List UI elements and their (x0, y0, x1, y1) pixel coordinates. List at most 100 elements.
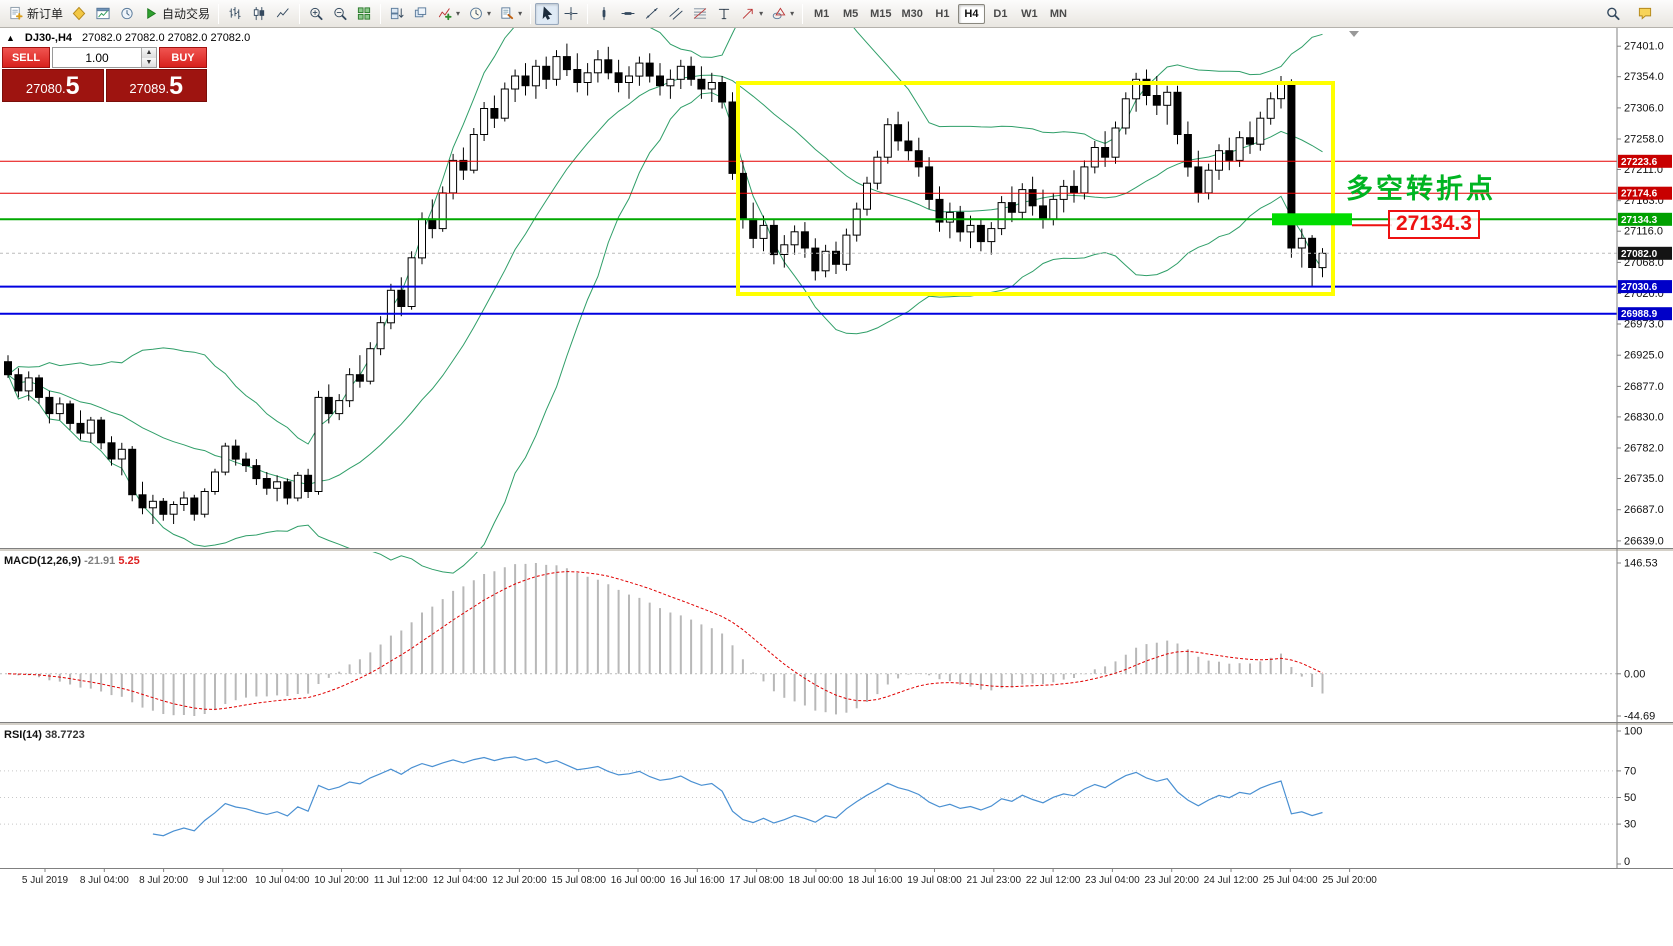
buy-price-main: 27089. (129, 81, 170, 96)
buy-button[interactable]: BUY (159, 47, 207, 68)
chevron-down-icon: ▾ (456, 9, 461, 18)
level-highlight-bar[interactable] (1272, 213, 1352, 226)
tile-windows-button[interactable] (352, 3, 376, 25)
cursor-button[interactable] (535, 2, 560, 25)
svg-text:21 Jul 23:00: 21 Jul 23:00 (967, 875, 1022, 886)
fibonacci-button[interactable] (688, 3, 712, 25)
sell-button[interactable]: SELL (2, 47, 50, 68)
timeframe-m1-button[interactable]: M1 (813, 7, 830, 20)
community-icon (1637, 6, 1653, 21)
text-label-button[interactable] (712, 3, 736, 25)
svg-text:0: 0 (1624, 856, 1630, 868)
svg-text:12 Jul 20:00: 12 Jul 20:00 (492, 875, 547, 886)
timeframe-m15-button[interactable]: M15 (870, 7, 892, 20)
symbol-period-label: DJ30-,H4 (24, 32, 72, 44)
chart-annotations[interactable] (736, 31, 1392, 296)
channel-icon (668, 6, 684, 21)
new-order-icon (8, 6, 24, 21)
turning-point-annotation[interactable]: 多空转折点 (1346, 174, 1496, 204)
trendline-button[interactable] (640, 3, 664, 25)
svg-text:22 Jul 12:00: 22 Jul 12:00 (1026, 875, 1081, 886)
chart-window-button[interactable] (91, 3, 115, 25)
volume-decrease-button[interactable]: ▼ (141, 57, 156, 67)
shapes-button[interactable]: ▾ (767, 3, 798, 25)
candle-chart-icon (251, 6, 267, 21)
line-chart-icon (275, 6, 291, 21)
templates-button[interactable]: ▾ (495, 3, 526, 25)
candle-chart-button[interactable] (247, 3, 271, 25)
macd-label: MACD(12,26,9) -21.91 5.25 (4, 555, 140, 567)
profiles-button[interactable] (67, 3, 91, 25)
indicators-button[interactable]: ▾ (433, 3, 464, 25)
svg-text:18 Jul 16:00: 18 Jul 16:00 (848, 875, 903, 886)
new-order-label: 新订单 (27, 7, 64, 21)
crosshair-button[interactable] (559, 3, 583, 25)
svg-text:10 Jul 20:00: 10 Jul 20:00 (314, 875, 369, 886)
sell-price-big-digit: 5 (65, 72, 80, 100)
autotrading-icon (143, 6, 159, 21)
price-scale[interactable]: 27401.027354.027306.027258.027211.027163… (1616, 28, 1664, 868)
timeframe-w1-button[interactable]: W1 (1021, 7, 1038, 20)
price-callout-label[interactable]: 27134.3 (1388, 210, 1480, 239)
timeframe-mn-button[interactable]: MN (1049, 7, 1067, 20)
bar-chart-icon (227, 6, 243, 21)
search-button[interactable] (1601, 3, 1625, 25)
vertical-line-button[interactable] (592, 3, 616, 25)
community-button[interactable] (1633, 3, 1657, 25)
toolbar-right-buttons (1601, 3, 1669, 25)
chevron-down-icon: ▾ (518, 9, 523, 18)
periods-button[interactable]: ▾ (464, 3, 495, 25)
volume-increase-button[interactable]: ▲ (141, 48, 156, 58)
chevron-down-icon: ▾ (790, 9, 795, 18)
zoom-out-button[interactable] (328, 3, 352, 25)
arrows-button[interactable]: ▾ (736, 3, 767, 25)
yellow-range-box[interactable] (736, 81, 1335, 296)
price-tags: 27223.6 27174.6 27134.3 27030.6 26988.9 27082… (1618, 154, 1672, 321)
history-center-button[interactable] (115, 3, 139, 25)
timeframe-h4-button[interactable]: H4 (957, 3, 985, 24)
chevron-down-icon: ▾ (759, 9, 764, 18)
profiles-icon (71, 6, 87, 21)
svg-text:26877.0: 26877.0 (1624, 381, 1664, 393)
timeframe-d1-button[interactable]: D1 (993, 7, 1008, 20)
svg-text:16 Jul 16:00: 16 Jul 16:00 (670, 875, 725, 886)
toolbar-separator (218, 3, 220, 24)
one-click-collapse-icon[interactable]: ▲ (6, 33, 15, 43)
timeframe-m5-button[interactable]: M5 (842, 7, 859, 20)
chart-window-icon (95, 6, 111, 21)
svg-text:27306.0: 27306.0 (1624, 102, 1664, 114)
svg-text:25 Jul 04:00: 25 Jul 04:00 (1263, 875, 1318, 886)
svg-text:16 Jul 00:00: 16 Jul 00:00 (611, 875, 666, 886)
pane-separators[interactable] (0, 548, 1673, 726)
svg-text:11 Jul 12:00: 11 Jul 12:00 (374, 875, 428, 886)
chart-region: MACD(12,26,9) -21.91 5.25 146.53 0.00 -44.6… (0, 28, 1673, 946)
chart-canvas[interactable]: MACD(12,26,9) -21.91 5.25 146.53 0.00 -44.6… (0, 28, 1673, 946)
time-axis[interactable]: 5 Jul 2019 8 Jul 04:00 8 Jul 20:00 9 Jul 12… (0, 868, 1673, 886)
cascade-windows-button[interactable] (409, 3, 433, 25)
svg-text:12 Jul 04:00: 12 Jul 04:00 (433, 875, 488, 886)
chart-shift-marker[interactable] (1349, 31, 1359, 37)
volume-stepper[interactable]: ▲ ▼ (52, 47, 157, 68)
autotrading-button[interactable]: 自动交易 (139, 3, 214, 25)
svg-text:10 Jul 04:00: 10 Jul 04:00 (255, 875, 310, 886)
svg-text:26988.9: 26988.9 (1621, 309, 1658, 320)
svg-text:27223.6: 27223.6 (1621, 157, 1658, 168)
horizontal-line-button[interactable] (616, 3, 640, 25)
macd-scale: 146.53 0.00 -44.69 (1617, 558, 1658, 723)
new-order-button[interactable]: 新订单 (4, 3, 67, 25)
bar-chart-button[interactable] (223, 3, 247, 25)
arrange-windows-button[interactable] (385, 3, 409, 25)
templates-icon (499, 6, 515, 21)
periods-icon (468, 6, 484, 21)
line-chart-button[interactable] (271, 3, 295, 25)
zoom-in-button[interactable] (304, 3, 328, 25)
equidistant-channel-button[interactable] (664, 3, 688, 25)
buy-price[interactable]: 27089. 5 (105, 69, 207, 102)
volume-input[interactable] (53, 48, 141, 67)
timeframe-h1-button[interactable]: H1 (935, 7, 950, 20)
svg-text:8 Jul 20:00: 8 Jul 20:00 (139, 875, 188, 886)
buy-price-big-digit: 5 (169, 72, 184, 100)
timeframe-m30-button[interactable]: M30 (901, 7, 923, 20)
sell-price[interactable]: 27080. 5 (2, 69, 104, 102)
svg-text:25 Jul 20:00: 25 Jul 20:00 (1322, 875, 1377, 886)
